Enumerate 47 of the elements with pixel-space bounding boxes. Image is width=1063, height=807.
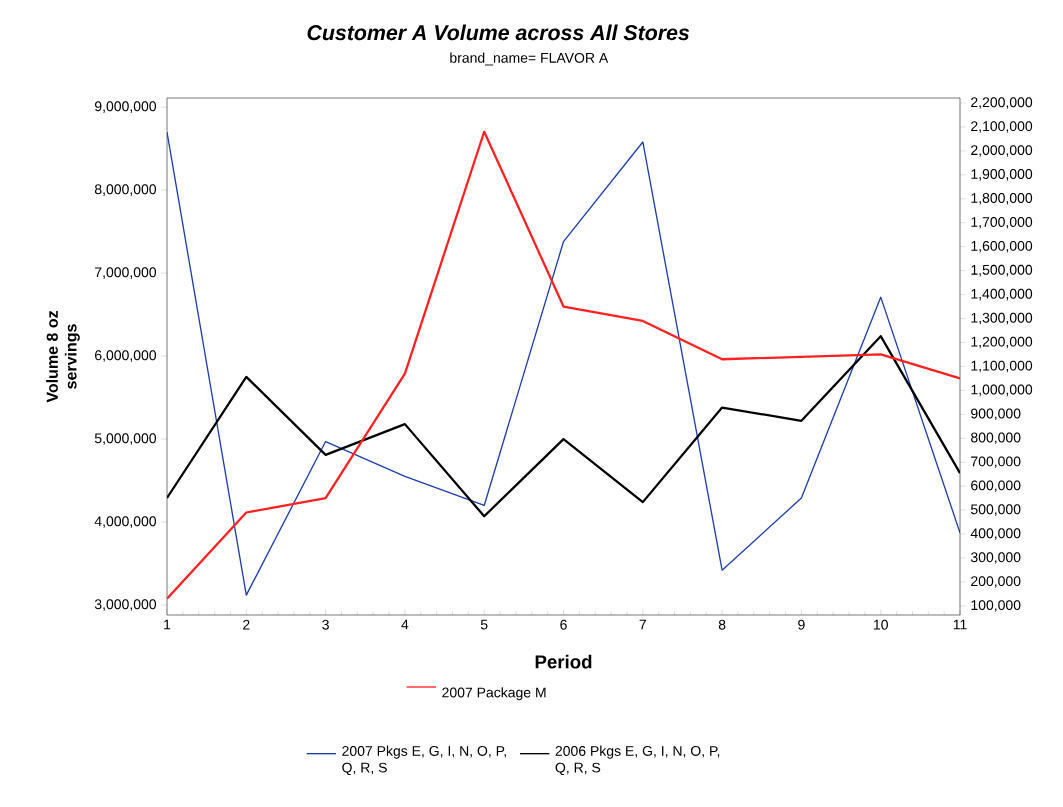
- y2-tick-label: 1,000,000: [971, 384, 1033, 397]
- y2-tick-label: 1,700,000: [971, 216, 1033, 229]
- y-tick-label: 3,000,000: [94, 599, 157, 611]
- x-tick-label: 9: [798, 619, 805, 630]
- y2-tick-label: 1,300,000: [971, 312, 1033, 325]
- legend-label: 2007 Package M: [442, 687, 546, 701]
- x-tick-label: 7: [639, 619, 646, 630]
- y2-tick-label: 1,800,000: [971, 193, 1033, 205]
- y2-tick-label: 800,000: [971, 432, 1021, 445]
- y2-tick-label: 2,200,000: [971, 97, 1033, 109]
- x-tick-label: 2: [243, 619, 250, 630]
- y2-tick-label: 500,000: [970, 504, 1021, 516]
- x-tick-label: 8: [718, 619, 726, 630]
- y2-tick-label: 2,000,000: [971, 145, 1033, 157]
- y-tick-label: 6,000,000: [95, 350, 157, 362]
- y2-tick-label: 400,000: [970, 528, 1021, 540]
- x-tick-label: 3: [322, 619, 329, 630]
- y2-tick-label: 300,000: [970, 552, 1021, 564]
- y2-tick-label: 1,600,000: [971, 240, 1033, 253]
- y2-tick-label: 1,400,000: [971, 288, 1033, 301]
- x-tick-label: 10: [873, 619, 888, 630]
- y2-tick-label: 900,000: [971, 408, 1021, 421]
- x-tick-label: 5: [480, 619, 488, 630]
- x-tick-label: 11: [953, 619, 967, 630]
- y2-tick-label: 2,100,000: [971, 121, 1033, 133]
- y-tick-label: 5,000,000: [94, 433, 157, 445]
- y2-tick-label: 1,100,000: [971, 360, 1033, 373]
- legend-label: 2006 Pkgs E, G, I, N, O, P, Q, R, S: [555, 745, 720, 776]
- x-axis-title: Period: [535, 654, 592, 669]
- y2-tick-label: 1,500,000: [971, 264, 1033, 277]
- chart-subtitle: brand_name= FLAVOR A: [450, 52, 609, 66]
- y-tick-label: 4,000,000: [94, 516, 157, 528]
- y2-tick-label: 700,000: [971, 456, 1021, 469]
- legend-label: 2007 Pkgs E, G, I, N, O, P, Q, R, S: [342, 745, 506, 776]
- y2-tick-label: 1,900,000: [971, 169, 1033, 181]
- y-tick-label: 8,000,000: [94, 184, 157, 196]
- x-tick-label: 1: [164, 619, 171, 630]
- y-tick-label: 7,000,000: [95, 267, 157, 279]
- x-tick-label: 6: [560, 619, 567, 630]
- chart-title: Customer A Volume across All Stores: [307, 24, 690, 41]
- y2-tick-label: 200,000: [971, 576, 1021, 588]
- y-axis-title: Volume 8 oz servings: [46, 311, 80, 403]
- y2-tick-label: 1,200,000: [971, 336, 1033, 349]
- y2-tick-label: 100,000: [971, 600, 1021, 612]
- y2-tick-label: 600,000: [971, 480, 1021, 492]
- x-tick-label: 4: [401, 619, 409, 630]
- y-tick-label: 9,000,000: [94, 101, 157, 113]
